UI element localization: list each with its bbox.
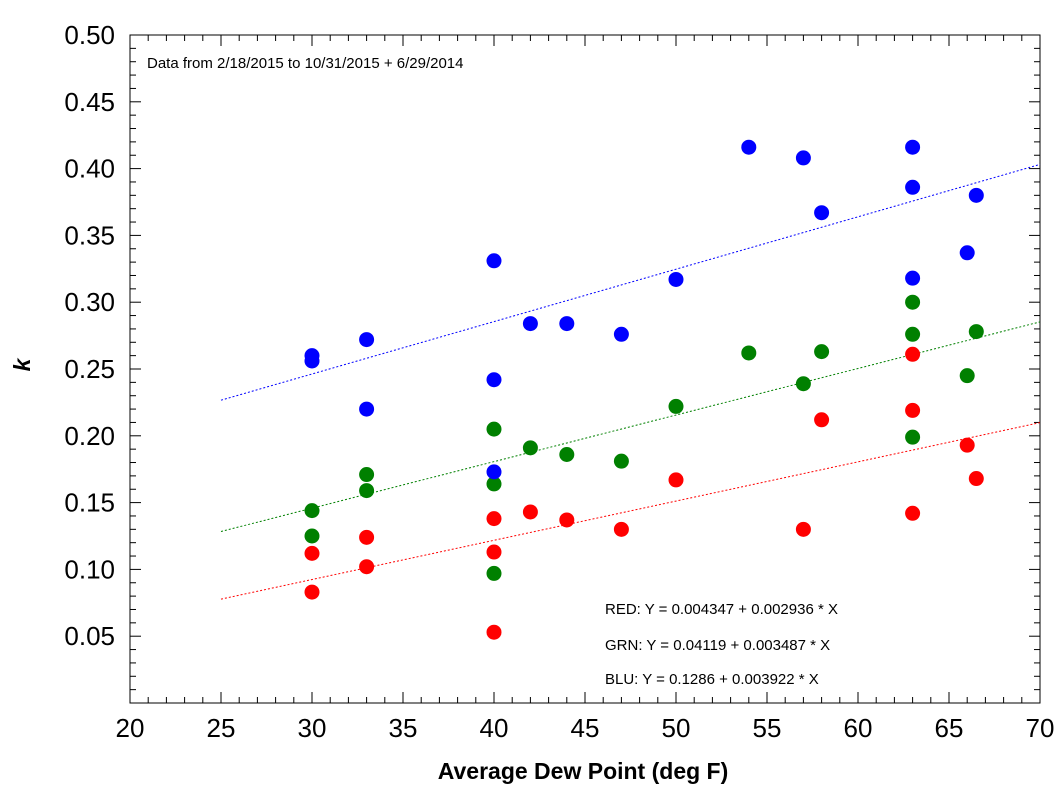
data-point-grn: [304, 503, 320, 519]
data-points: [304, 139, 984, 640]
data-point-red: [359, 529, 375, 545]
data-point-red: [905, 346, 921, 362]
data-point-grn: [905, 326, 921, 342]
x-tick-label: 70: [1026, 713, 1055, 743]
data-point-blu: [559, 316, 575, 332]
data-point-red: [668, 472, 684, 488]
y-tick-label: 0.45: [64, 87, 115, 117]
data-point-red: [559, 512, 575, 528]
data-point-blu: [795, 150, 811, 166]
data-point-grn: [668, 398, 684, 414]
data-point-grn: [905, 294, 921, 310]
x-tick-label: 50: [662, 713, 691, 743]
axis-ticks: [129, 34, 1041, 704]
data-point-grn: [613, 453, 629, 469]
x-tick-label: 30: [298, 713, 327, 743]
y-tick-label: 0.30: [64, 287, 115, 317]
y-tick-label: 0.40: [64, 154, 115, 184]
data-point-red: [613, 521, 629, 537]
data-point-blu: [905, 179, 921, 195]
data-point-blu: [968, 187, 984, 203]
data-point-grn: [522, 440, 538, 456]
x-tick-label: 45: [571, 713, 600, 743]
data-point-grn: [359, 483, 375, 499]
x-tick-label: 55: [753, 713, 782, 743]
data-point-blu: [359, 401, 375, 417]
equation-green: GRN: Y = 0.04119 + 0.003487 * X: [605, 637, 830, 654]
data-point-blu: [814, 205, 830, 221]
data-point-grn: [795, 376, 811, 392]
data-point-red: [959, 437, 975, 453]
x-tick-label: 25: [207, 713, 236, 743]
data-point-red: [905, 402, 921, 418]
data-point-blu: [486, 464, 502, 480]
data-point-red: [486, 624, 502, 640]
data-point-blu: [905, 270, 921, 286]
y-tick-label: 0.05: [64, 621, 115, 651]
data-point-grn: [968, 324, 984, 340]
fit-line-grn: [220, 321, 1041, 532]
data-point-blu: [486, 372, 502, 388]
annotation-text: Data from 2/18/2015 to 10/31/2015 + 6/29…: [147, 55, 464, 72]
y-axis-title: k: [9, 357, 35, 371]
data-point-grn: [486, 565, 502, 581]
data-point-grn: [559, 447, 575, 463]
data-point-grn: [905, 429, 921, 445]
data-point-red: [486, 511, 502, 527]
fit-lines: [220, 163, 1041, 600]
data-point-red: [304, 545, 320, 561]
y-tick-label: 0.15: [64, 488, 115, 518]
data-point-grn: [814, 344, 830, 360]
y-tick-label: 0.25: [64, 354, 115, 384]
data-point-grn: [959, 368, 975, 384]
x-tick-label: 65: [935, 713, 964, 743]
data-point-blu: [304, 353, 320, 369]
equation-red: RED: Y = 0.004347 + 0.002936 * X: [605, 601, 838, 618]
equation-blue: BLU: Y = 0.1286 + 0.003922 * X: [605, 671, 819, 688]
y-tick-label: 0.20: [64, 421, 115, 451]
data-point-blu: [668, 271, 684, 287]
data-point-blu: [359, 332, 375, 348]
data-point-red: [304, 584, 320, 600]
data-point-grn: [486, 421, 502, 437]
data-point-grn: [304, 528, 320, 544]
y-tick-label: 0.50: [64, 20, 115, 50]
data-point-grn: [741, 345, 757, 361]
data-point-blu: [486, 253, 502, 269]
x-tick-label: 35: [389, 713, 418, 743]
x-tick-label: 40: [480, 713, 509, 743]
data-point-red: [486, 544, 502, 560]
data-point-blu: [613, 326, 629, 342]
data-point-blu: [741, 139, 757, 155]
data-point-red: [968, 471, 984, 487]
x-tick-label: 20: [116, 713, 145, 743]
x-tick-label: 60: [844, 713, 873, 743]
data-point-red: [905, 505, 921, 521]
data-point-blu: [522, 316, 538, 332]
data-point-red: [522, 504, 538, 520]
data-point-red: [795, 521, 811, 537]
tick-labels: 20 25 30 35 40 45 50 55 60 65 70 0.05 0.10 0.15 0.20 0.…: [64, 20, 1054, 743]
data-point-grn: [486, 476, 502, 492]
data-point-red: [359, 559, 375, 575]
y-tick-label: 0.35: [64, 220, 115, 250]
x-axis-title: Average Dew Point (deg F): [438, 758, 729, 784]
data-point-blu: [959, 245, 975, 261]
data-point-grn: [359, 467, 375, 483]
data-point-red: [814, 412, 830, 428]
data-point-blu: [905, 139, 921, 155]
plot-frame: [129, 34, 1041, 704]
y-tick-label: 0.10: [64, 554, 115, 584]
